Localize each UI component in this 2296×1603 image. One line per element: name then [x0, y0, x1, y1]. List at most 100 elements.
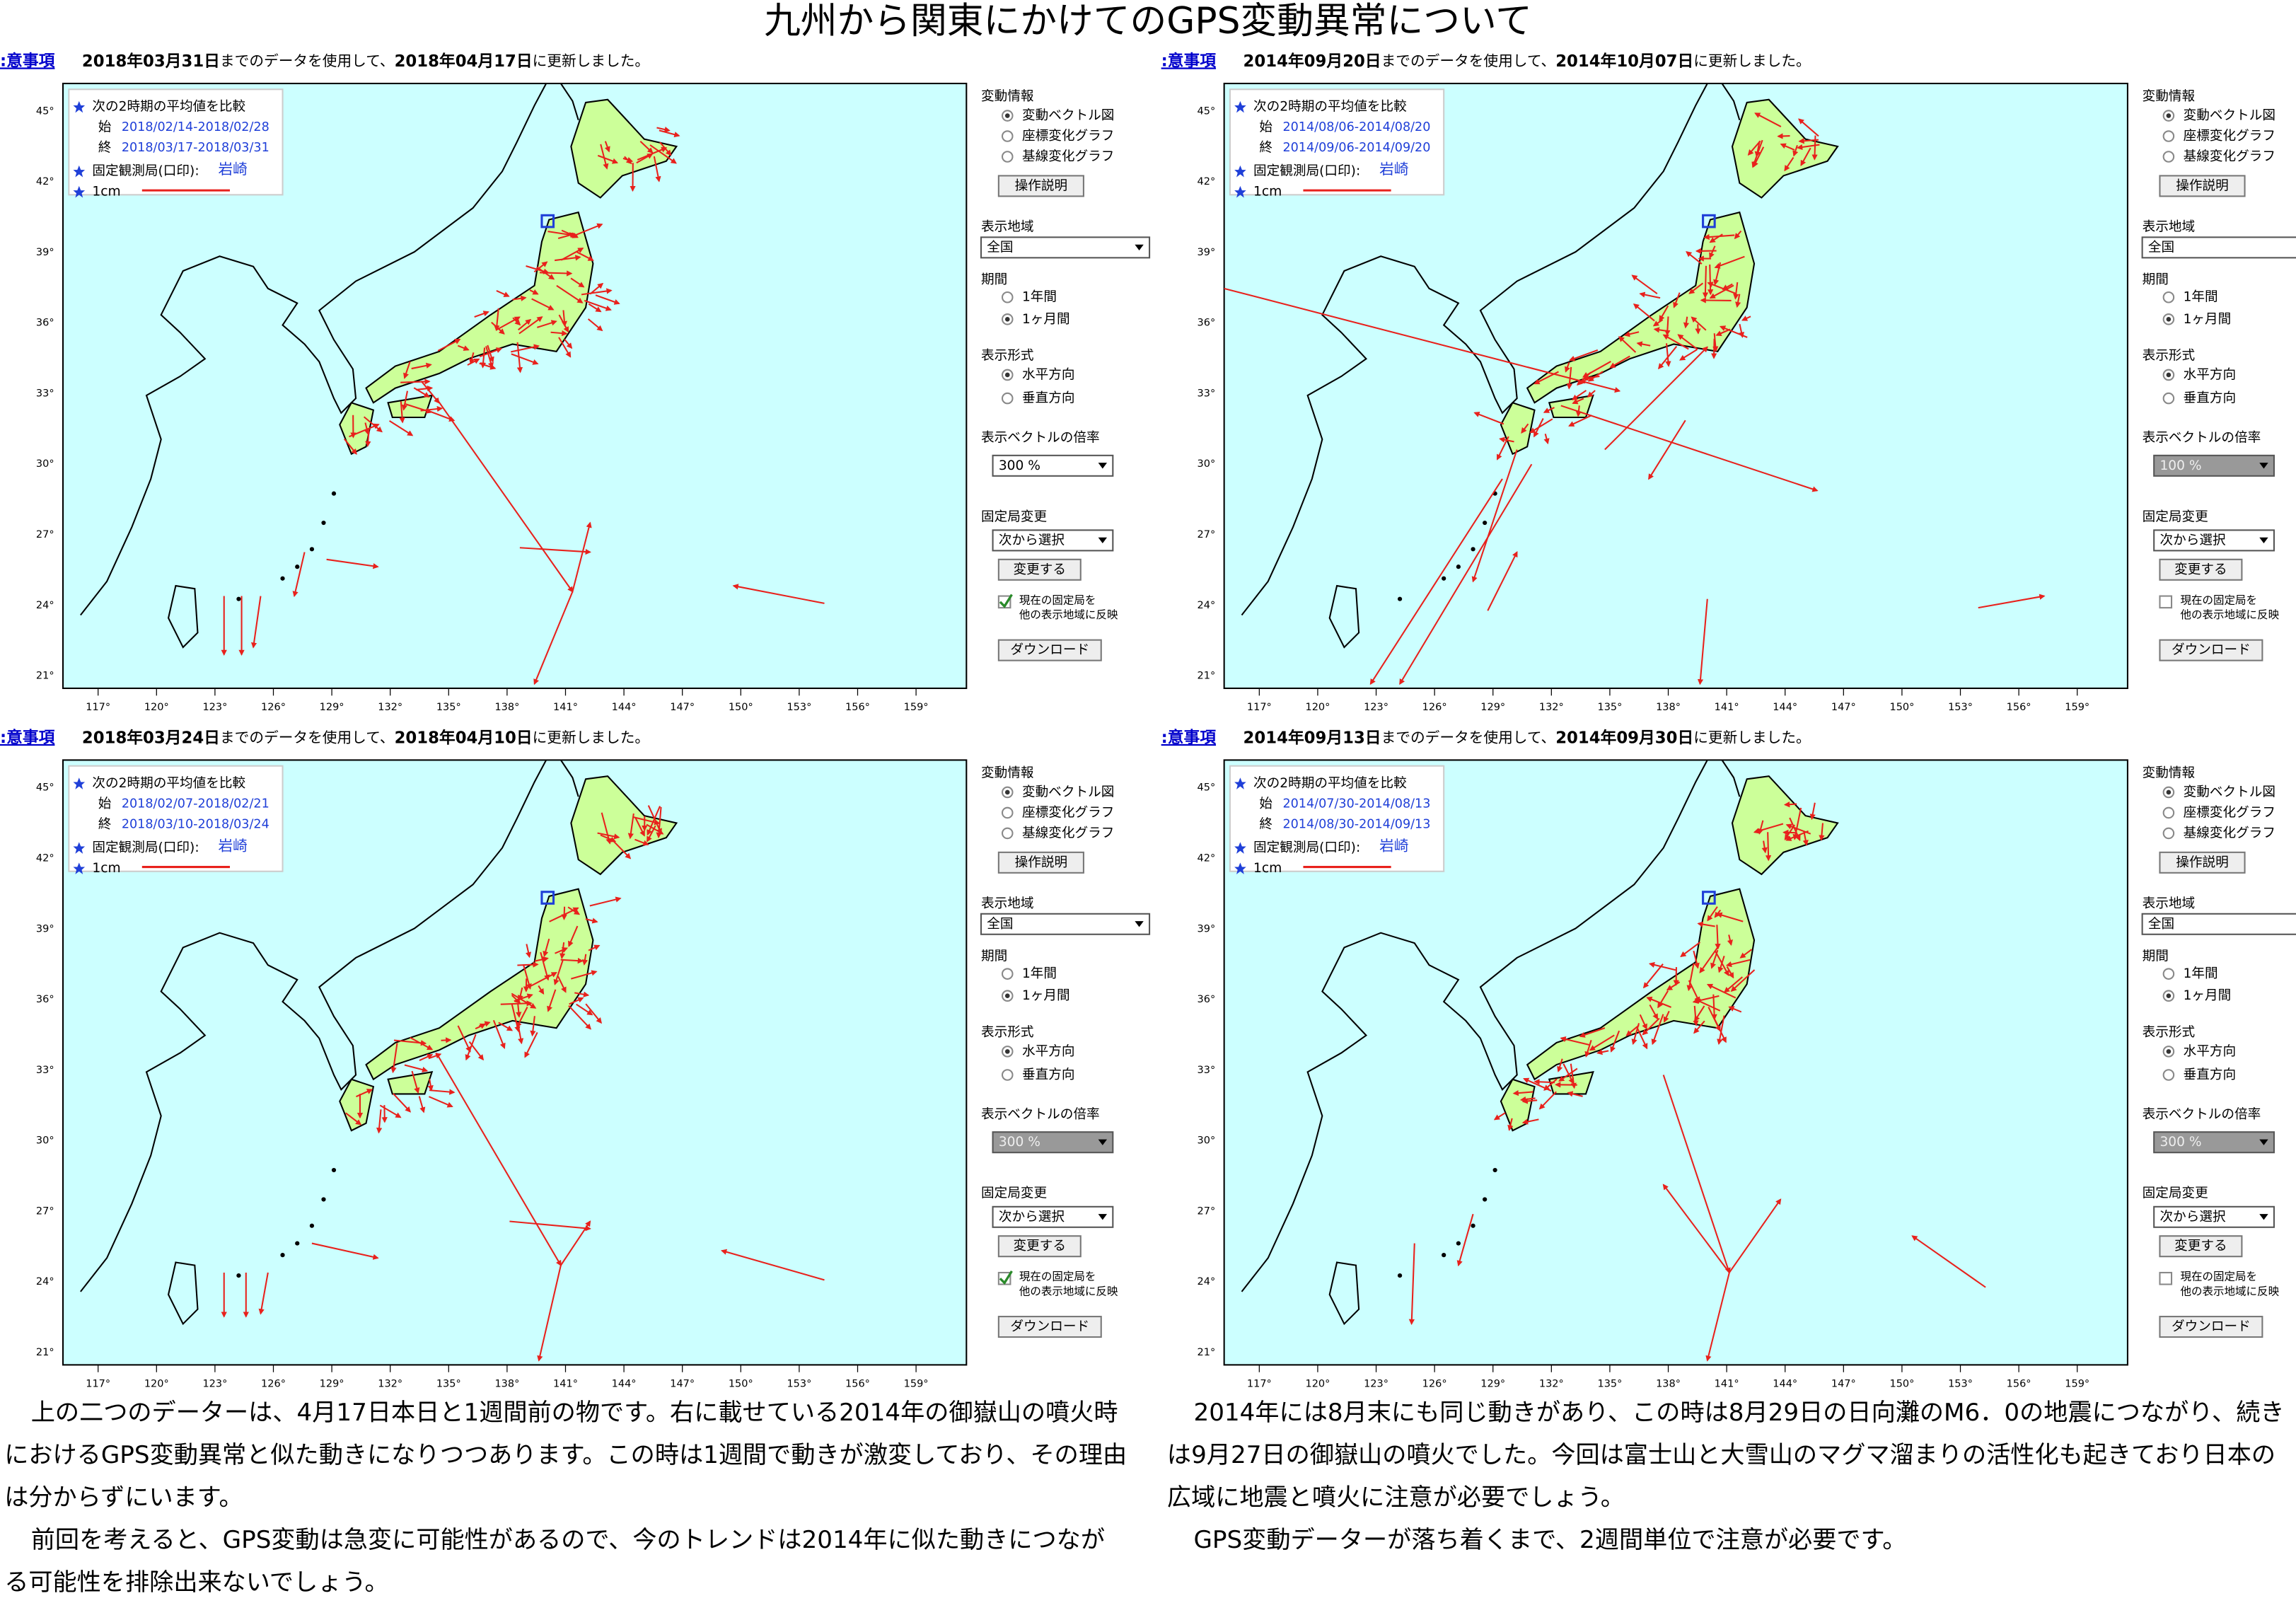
radio[interactable]	[1001, 806, 1014, 819]
button-label[interactable]: 変更する	[1014, 562, 1067, 577]
select[interactable]	[980, 236, 1151, 259]
select-value[interactable]: 全国	[2148, 917, 2174, 932]
select[interactable]	[2153, 1205, 2275, 1228]
button[interactable]	[997, 558, 1082, 581]
select-value[interactable]: 次から選択	[2159, 1210, 2226, 1225]
checkbox-label[interactable]: 現在の固定局を	[1019, 1271, 1096, 1283]
radio-label[interactable]: 垂直方向	[1022, 1067, 1075, 1082]
checkbox[interactable]	[2159, 595, 2173, 609]
select[interactable]	[992, 529, 1114, 552]
notice-link[interactable]: :意事項	[0, 51, 55, 70]
radio-label[interactable]: 1年間	[2184, 290, 2218, 305]
radio[interactable]	[2162, 392, 2175, 405]
select[interactable]	[992, 454, 1114, 477]
select-value[interactable]: 次から選択	[999, 1210, 1065, 1225]
select-value[interactable]: 300 %	[2159, 1135, 2201, 1150]
radio-label[interactable]: 座標変化グラフ	[2184, 129, 2275, 144]
radio-label[interactable]: 水平方向	[1022, 367, 1075, 382]
button-label[interactable]: ダウンロード	[2172, 1319, 2251, 1334]
button-label[interactable]: 操作説明	[2176, 855, 2229, 870]
radio[interactable]	[2162, 827, 2175, 840]
button-label[interactable]: ダウンロード	[2172, 643, 2251, 658]
checkbox-label[interactable]: 他の表示地域に反映	[2180, 1285, 2279, 1297]
radio[interactable]	[2162, 968, 2175, 980]
radio-label[interactable]: 1年間	[2184, 966, 2218, 981]
select-value[interactable]: 100 %	[2159, 458, 2201, 473]
radio-label[interactable]: 変動ベクトル図	[1022, 108, 1114, 123]
radio-label[interactable]: 垂直方向	[2184, 391, 2237, 406]
radio-label[interactable]: 1年間	[1022, 290, 1057, 305]
radio[interactable]	[2162, 151, 2175, 163]
button[interactable]	[997, 851, 1084, 874]
radio[interactable]	[2162, 1069, 2175, 1081]
checkbox-label[interactable]: 他の表示地域に反映	[2180, 608, 2279, 621]
button[interactable]	[2159, 851, 2246, 874]
button[interactable]	[997, 1235, 1082, 1258]
radio-label[interactable]: 垂直方向	[2184, 1067, 2237, 1082]
radio[interactable]	[2162, 130, 2175, 142]
radio-label[interactable]: 1ヶ月間	[2184, 312, 2232, 327]
select[interactable]	[2153, 454, 2275, 477]
select[interactable]	[2141, 913, 2296, 935]
radio-label[interactable]: 変動ベクトル図	[2184, 785, 2275, 799]
radio-label[interactable]: 水平方向	[1022, 1044, 1075, 1059]
radio[interactable]	[1001, 827, 1014, 840]
checkbox-label[interactable]: 現在の固定局を	[2180, 594, 2257, 606]
select-value[interactable]: 300 %	[999, 458, 1040, 473]
select-value[interactable]: 全国	[2148, 240, 2174, 255]
radio[interactable]	[1001, 151, 1014, 163]
select[interactable]	[992, 1205, 1114, 1228]
select-value[interactable]: 300 %	[999, 1135, 1040, 1150]
checkbox-label[interactable]: 現在の固定局を	[1019, 594, 1096, 606]
button-label[interactable]: ダウンロード	[1010, 643, 1089, 658]
radio-label[interactable]: 座標変化グラフ	[1022, 129, 1114, 144]
radio-label[interactable]: 変動ベクトル図	[1022, 785, 1114, 799]
button-label[interactable]: ダウンロード	[1010, 1319, 1089, 1334]
radio-label[interactable]: 水平方向	[2184, 367, 2237, 382]
select[interactable]	[992, 1131, 1114, 1154]
select[interactable]	[2153, 529, 2275, 552]
radio[interactable]	[2162, 806, 2175, 819]
radio[interactable]	[1001, 130, 1014, 142]
button[interactable]	[2159, 175, 2246, 197]
checkbox-label[interactable]: 他の表示地域に反映	[1019, 608, 1118, 621]
radio[interactable]	[1001, 392, 1014, 405]
select-value[interactable]: 次から選択	[2159, 533, 2226, 548]
button-label[interactable]: 変更する	[1014, 1239, 1067, 1254]
select[interactable]	[2153, 1131, 2275, 1154]
select[interactable]	[980, 913, 1151, 935]
radio-label[interactable]: 1年間	[1022, 966, 1057, 981]
button[interactable]	[2159, 1316, 2263, 1338]
select-value[interactable]: 全国	[987, 917, 1013, 932]
select-value[interactable]: 次から選択	[999, 533, 1065, 548]
radio-label[interactable]: 1ヶ月間	[1022, 312, 1070, 327]
radio-label[interactable]: 水平方向	[2184, 1044, 2237, 1059]
button-label[interactable]: 変更する	[2174, 562, 2227, 577]
button-label[interactable]: 操作説明	[2176, 178, 2229, 193]
button[interactable]	[2159, 639, 2263, 661]
button[interactable]	[997, 175, 1084, 197]
radio-label[interactable]: 垂直方向	[1022, 391, 1075, 406]
notice-link[interactable]: :意事項	[1161, 728, 1217, 747]
radio-label[interactable]: 1ヶ月間	[2184, 988, 2232, 1003]
radio[interactable]	[2162, 291, 2175, 303]
radio-label[interactable]: 座標変化グラフ	[2184, 805, 2275, 820]
button[interactable]	[997, 639, 1102, 661]
button[interactable]	[997, 1316, 1102, 1338]
radio-label[interactable]: 1ヶ月間	[1022, 988, 1070, 1003]
radio-label[interactable]: 座標変化グラフ	[1022, 805, 1114, 820]
checkbox-label[interactable]: 現在の固定局を	[2180, 1271, 2257, 1283]
notice-link[interactable]: :意事項	[0, 728, 55, 747]
radio-label[interactable]: 基線変化グラフ	[1022, 149, 1114, 164]
radio-label[interactable]: 基線変化グラフ	[2184, 826, 2275, 840]
radio-label[interactable]: 基線変化グラフ	[1022, 826, 1114, 840]
button[interactable]	[2159, 1235, 2243, 1258]
checkbox[interactable]	[2159, 1271, 2173, 1285]
button-label[interactable]: 操作説明	[1015, 178, 1068, 193]
select[interactable]	[2141, 236, 2296, 259]
radio[interactable]	[1001, 968, 1014, 980]
button-label[interactable]: 変更する	[2174, 1239, 2227, 1254]
notice-link[interactable]: :意事項	[1161, 51, 1217, 70]
button-label[interactable]: 操作説明	[1015, 855, 1068, 870]
button[interactable]	[2159, 558, 2243, 581]
